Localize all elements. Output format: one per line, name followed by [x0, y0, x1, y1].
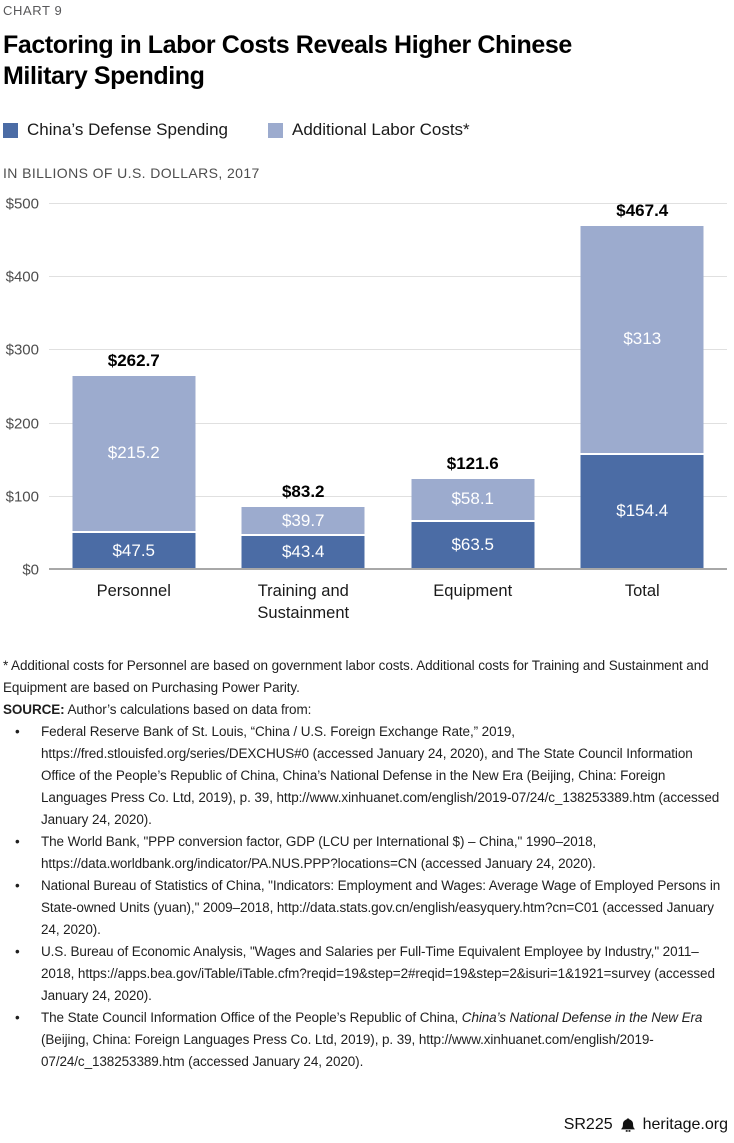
- bar-segment-defense: $63.5: [411, 521, 535, 568]
- segment-value-label: $215.2: [107, 443, 160, 463]
- bar-segment-defense: $47.5: [72, 533, 196, 568]
- source-intro: Author’s calculations based on data from…: [64, 701, 312, 717]
- bar-total-label: $262.7: [107, 350, 160, 370]
- y-tick-label: $0: [22, 561, 39, 579]
- source-list: Federal Reserve Bank of St. Louis, “Chin…: [3, 721, 729, 1073]
- bar-segment-defense: $154.4: [580, 454, 704, 568]
- bar-segment-defense: $43.4: [241, 536, 365, 568]
- gridline: [49, 276, 727, 278]
- bar-columns: $215.2 $47.5 $262.7 $39.7 $43.4 $83.2 $58.1 $63…: [49, 200, 728, 570]
- source-item-title-italic: China’s National Defense in the New Era: [461, 1009, 703, 1025]
- category-label: Personnel: [96, 582, 171, 600]
- source-item: National Bureau of Statistics of China, …: [3, 875, 729, 941]
- bar: $215.2 $47.5: [72, 375, 196, 568]
- legend-item: China’s Defense Spending: [3, 120, 228, 140]
- segment-value-label: $39.7: [281, 510, 325, 530]
- chart-kicker: CHART 9: [3, 3, 63, 18]
- y-tick-label: $400: [5, 268, 39, 286]
- legend-swatch: [3, 122, 18, 138]
- legend-label: Additional Labor Costs*: [292, 120, 470, 139]
- bar-column: $313 $154.4 $467.4: [558, 200, 728, 570]
- category-label: Training and Sustainment: [257, 582, 350, 623]
- source-item: The World Bank, "PPP conversion factor, …: [3, 831, 729, 875]
- segment-value-label: $313: [623, 329, 662, 349]
- legend: China’s Defense Spending Additional Labor…: [3, 120, 729, 140]
- source-item: Federal Reserve Bank of St. Louis, “Chin…: [3, 721, 729, 831]
- source-item-text: U.S. Bureau of Economic Analysis, "Wages…: [41, 943, 715, 1003]
- legend-item: Additional Labor Costs*: [268, 120, 470, 140]
- segment-value-label: $58.1: [451, 489, 495, 509]
- gridline: [49, 495, 727, 497]
- source-item-text: National Bureau of Statistics of China, …: [41, 877, 721, 937]
- chart-title-line2: Military Spending: [3, 62, 205, 90]
- source-label: SOURCE:: [3, 701, 65, 717]
- footnote: * Additional costs for Personnel are bas…: [3, 657, 709, 695]
- category-label: Total: [624, 582, 660, 600]
- source-line: SOURCE: Author’s calculations based on d…: [3, 699, 729, 721]
- segment-value-label: $43.4: [281, 542, 325, 562]
- x-axis-labels: Personnel Training and Sustainment Equipme…: [49, 580, 727, 625]
- legend-swatch: [268, 122, 283, 138]
- report-id: SR225: [563, 1116, 613, 1133]
- segment-value-label: $47.5: [112, 540, 156, 560]
- source-item: The State Council Information Office of …: [3, 1007, 729, 1073]
- bar-segment-labor: $39.7: [241, 507, 365, 537]
- y-tick-label: $300: [5, 341, 39, 359]
- y-tick-label: $100: [5, 488, 39, 506]
- bar-column: $58.1 $63.5 $121.6: [388, 204, 558, 570]
- bar-column: $215.2 $47.5 $262.7: [49, 204, 219, 570]
- gridline: [49, 203, 727, 204]
- notes-block: * Additional costs for Personnel are bas…: [3, 655, 729, 1073]
- bar-total-label: $83.2: [281, 482, 325, 502]
- bar-segment-labor: $313: [580, 225, 704, 455]
- y-tick-label: $200: [5, 415, 39, 433]
- gridline: [49, 349, 727, 351]
- gridline: [49, 568, 727, 570]
- bar: $39.7 $43.4: [241, 507, 365, 568]
- segment-value-label: $154.4: [616, 501, 669, 521]
- gridline: [49, 422, 727, 424]
- site-link: heritage.org: [642, 1116, 728, 1133]
- bar-total-label: $121.6: [446, 454, 499, 473]
- source-item-text: The World Bank, "PPP conversion factor, …: [41, 833, 597, 871]
- units-label: IN BILLIONS OF U.S. DOLLARS, 2017: [3, 165, 260, 181]
- bar: $58.1 $63.5: [411, 479, 535, 568]
- bar-segment-labor: $58.1: [411, 479, 535, 522]
- source-item-text: Federal Reserve Bank of St. Louis, “Chin…: [41, 723, 720, 827]
- source-item-text: (Beijing, China: Foreign Languages Press…: [41, 1031, 654, 1069]
- footer: SR225 heritage.org: [564, 1116, 728, 1134]
- segment-value-label: $63.5: [451, 534, 495, 554]
- y-tick-label: $500: [5, 195, 39, 213]
- liberty-bell-icon: [620, 1118, 635, 1132]
- chart-title: Factoring in Labor Costs Reveals Higher …: [3, 30, 729, 92]
- bar: $313 $154.4: [580, 225, 704, 568]
- source-item: U.S. Bureau of Economic Analysis, "Wages…: [3, 941, 729, 1007]
- chart-title-line1: Factoring in Labor Costs Reveals Higher …: [3, 31, 572, 59]
- source-item-text: The State Council Information Office of …: [41, 1009, 462, 1025]
- bar-segment-labor: $215.2: [72, 375, 196, 534]
- legend-label: China’s Defense Spending: [27, 120, 228, 139]
- plot-area: $0 $100 $200 $300 $400 $500 $215.2 $47.5 $262.7 $…: [3, 196, 729, 579]
- category-label: Equipment: [433, 582, 513, 600]
- bar-column: $39.7 $43.4 $83.2: [219, 204, 389, 570]
- bar-total-label: $467.4: [616, 200, 669, 220]
